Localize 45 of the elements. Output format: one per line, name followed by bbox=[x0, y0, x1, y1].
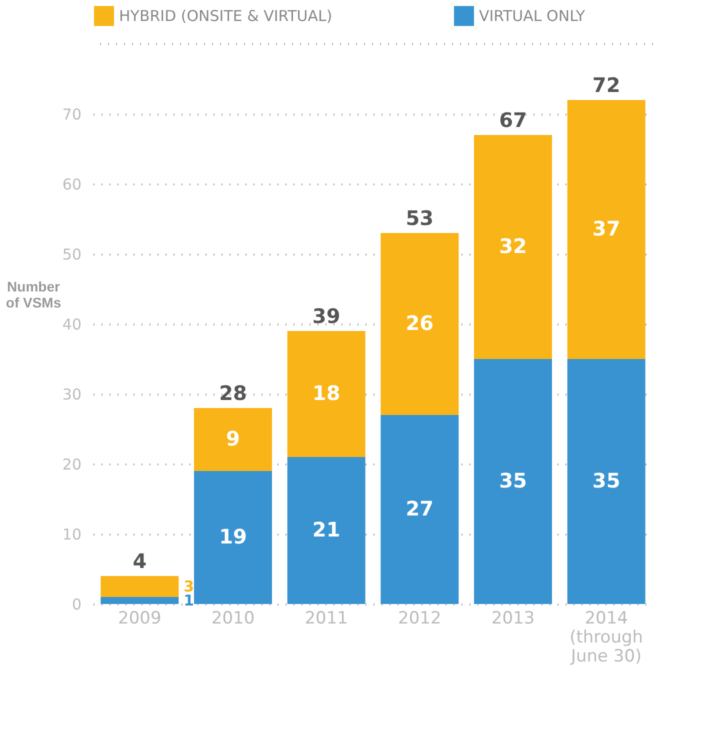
data-label: 19 bbox=[219, 524, 247, 548]
data-label: 35 bbox=[499, 468, 527, 492]
y-tick-label: 0 bbox=[72, 596, 82, 614]
bar bbox=[194, 408, 272, 471]
total-label: 4 bbox=[132, 549, 147, 573]
data-label: 9 bbox=[226, 426, 240, 450]
bar bbox=[100, 597, 179, 604]
legend-label: VIRTUAL ONLY bbox=[479, 7, 586, 25]
total-label: 72 bbox=[592, 73, 620, 97]
x-tick-label: 2009 bbox=[118, 608, 162, 628]
total-label: 53 bbox=[406, 206, 434, 230]
y-axis-title: Number of VSMs bbox=[6, 278, 62, 310]
bar bbox=[287, 331, 366, 457]
total-label: 67 bbox=[499, 108, 527, 132]
bar bbox=[474, 359, 552, 604]
x-tick-label: 2013 bbox=[491, 608, 535, 628]
data-label: 26 bbox=[406, 311, 434, 335]
bar bbox=[287, 457, 366, 604]
y-tick-label: 30 bbox=[62, 386, 82, 404]
data-label: 21 bbox=[312, 518, 340, 542]
bar bbox=[380, 233, 459, 415]
bar bbox=[194, 471, 272, 604]
data-label: 32 bbox=[499, 234, 527, 258]
total-label: 28 bbox=[219, 381, 247, 405]
y-tick-label: 50 bbox=[62, 246, 82, 264]
data-label: 27 bbox=[406, 496, 434, 520]
y-tick-label: 10 bbox=[62, 526, 82, 544]
data-label: 18 bbox=[312, 381, 340, 405]
y-tick-label: 60 bbox=[62, 176, 82, 194]
data-label: 35 bbox=[592, 468, 620, 492]
y-tick-label: 20 bbox=[62, 456, 82, 474]
y-tick-label: 70 bbox=[62, 106, 82, 124]
total-label: 39 bbox=[312, 304, 340, 328]
bar bbox=[474, 135, 552, 359]
x-tick-label: 2011 bbox=[304, 608, 348, 628]
x-tick-label: 2012 bbox=[398, 608, 442, 628]
data-label: 37 bbox=[592, 216, 620, 240]
bar bbox=[567, 359, 646, 604]
x-tick-label: 2010 bbox=[211, 608, 255, 628]
y-tick-label: 40 bbox=[62, 316, 82, 334]
x-tick-label: 2014 (through June 30) bbox=[570, 608, 644, 666]
bar bbox=[100, 576, 179, 597]
bar bbox=[380, 415, 459, 604]
bar bbox=[567, 100, 646, 359]
legend-label: HYBRID (ONSITE & VIRTUAL) bbox=[119, 7, 332, 25]
